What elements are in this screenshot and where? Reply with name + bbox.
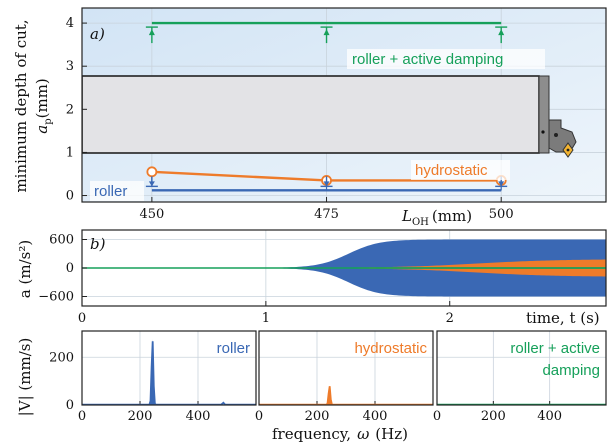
panel-b-xlabel: time, t (s)	[526, 309, 600, 327]
spectrum-subplot: 0 200 0 200 400 roller	[49, 330, 257, 424]
panel-a-tag: a)	[90, 25, 105, 43]
panel-c: c) |V| (mm/s) frequency,ω(Hz) 0200020040…	[16, 330, 607, 443]
y-tick-label: 1	[66, 145, 74, 160]
y-tick-label: 200	[49, 350, 74, 365]
y-tick-label: 4	[66, 16, 74, 31]
panel-b-tag: b)	[90, 235, 106, 253]
spectrum-frame	[258, 330, 434, 406]
y-tick-label: 0	[66, 261, 74, 276]
active-damping-label: roller + active damping	[352, 51, 503, 68]
y-tick-label: 3	[66, 59, 74, 74]
panel-c-xlabel-unit: (Hz)	[375, 425, 408, 443]
y-tick-label: 2	[66, 102, 74, 117]
roller-label-bg	[90, 181, 144, 201]
y-tick-label: 600	[49, 233, 74, 248]
y-tick-label: 0	[66, 398, 74, 413]
y-tick-label: −600	[38, 290, 74, 305]
panel-a-xlabel: LOH (mm)	[401, 207, 472, 228]
panel-c-xlabel: frequency, ω (Hz)	[272, 425, 408, 443]
data-point	[323, 29, 330, 36]
panel-c-xlabel-var: ω	[357, 425, 369, 443]
panel-a-ylabel: minimum depth of cut,	[12, 19, 30, 192]
spectrum-background	[437, 331, 606, 405]
panel-a: 0 1 2 3 4 450 475 500 a) roller + active dampi…	[12, 7, 607, 228]
x-tick-label: 0	[433, 409, 441, 424]
panel-a-frame	[81, 7, 607, 203]
panel-a-ylabel-var: a	[33, 125, 51, 134]
hydrostatic-label-bg	[411, 160, 510, 180]
spectrum-label: hydrostatic	[354, 340, 427, 357]
spectrum-background	[82, 331, 256, 405]
hydrostatic-label: hydrostatic	[415, 162, 488, 179]
spectrum-peak	[326, 385, 332, 405]
roller-label: roller	[94, 183, 127, 200]
x-tick-label: 0	[255, 409, 263, 424]
x-tick-label: 500	[489, 207, 514, 222]
panel-b-ylabel: a (m/s²)	[16, 240, 34, 298]
spectrum-peak	[149, 339, 155, 405]
insert-screw	[566, 148, 570, 152]
tool-holder	[538, 75, 550, 154]
spectrum-label: roller	[217, 340, 250, 357]
x-tick-label: 400	[186, 409, 211, 424]
x-tick-label: 0	[78, 409, 86, 424]
x-tick-label: 450	[139, 207, 164, 222]
data-point	[148, 181, 155, 187]
spectrum-subplot: 0 200 400 roller + active damping	[433, 330, 607, 424]
spectrum-frame	[81, 330, 257, 406]
x-tick-label: 200	[305, 409, 330, 424]
panel-c-ylabel: |V| (mm/s)	[16, 338, 34, 417]
spectrum-label: roller + active	[510, 340, 600, 357]
x-tick-label: 400	[537, 409, 562, 424]
data-point	[498, 29, 505, 36]
x-tick-label: 0	[78, 311, 86, 326]
x-tick-label: 200	[128, 409, 153, 424]
tool-screw	[541, 130, 545, 134]
data-point	[323, 181, 330, 187]
panel-a-xlabel-sub: OH	[412, 217, 429, 228]
data-point	[148, 29, 155, 36]
active-label-bg	[347, 49, 545, 69]
tool-screw-2	[554, 133, 558, 137]
spectrum-label: damping	[542, 362, 600, 379]
x-tick-label: 475	[314, 207, 339, 222]
data-point	[146, 166, 158, 178]
x-tick-label: 2	[446, 311, 454, 326]
panel-c-xlabel-text: frequency,	[272, 425, 351, 443]
x-tick-label: 1	[262, 311, 270, 326]
panel-a-ylabel-2: ap(mm)	[33, 78, 54, 134]
spectrum-frame	[436, 330, 607, 406]
x-tick-label: 400	[363, 409, 388, 424]
panel-a-xlabel-var: L	[401, 207, 412, 225]
panel-a-ylabel-unit: (mm)	[33, 78, 51, 118]
bar-illustration	[82, 75, 540, 154]
spectrum-subplot: 0 200 400 hydrostatic	[255, 330, 434, 424]
x-tick-label: 200	[481, 409, 506, 424]
panel-a-xlabel-unit: (mm)	[432, 207, 472, 225]
spectrum-background	[259, 331, 433, 405]
y-tick-label: 0	[66, 189, 74, 204]
panel-a-ylabel-sub: p	[43, 118, 54, 124]
panel-b: 600 0 −600 0 1 2 b) time, t (s) a (m/s²)	[16, 229, 607, 327]
data-point	[498, 181, 505, 187]
